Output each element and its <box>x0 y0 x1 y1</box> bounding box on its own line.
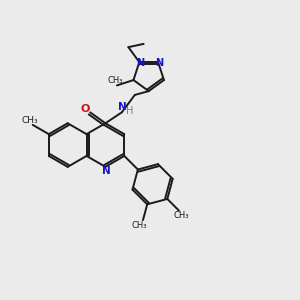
Text: O: O <box>80 104 90 114</box>
Text: N: N <box>102 166 111 176</box>
Text: CH₃: CH₃ <box>173 211 189 220</box>
Text: N: N <box>155 58 163 68</box>
Text: N: N <box>136 58 144 68</box>
Text: H: H <box>126 106 134 116</box>
Text: CH₃: CH₃ <box>22 116 38 125</box>
Text: CH₃: CH₃ <box>131 220 147 230</box>
Text: N: N <box>118 102 127 112</box>
Text: CH₃: CH₃ <box>107 76 123 85</box>
